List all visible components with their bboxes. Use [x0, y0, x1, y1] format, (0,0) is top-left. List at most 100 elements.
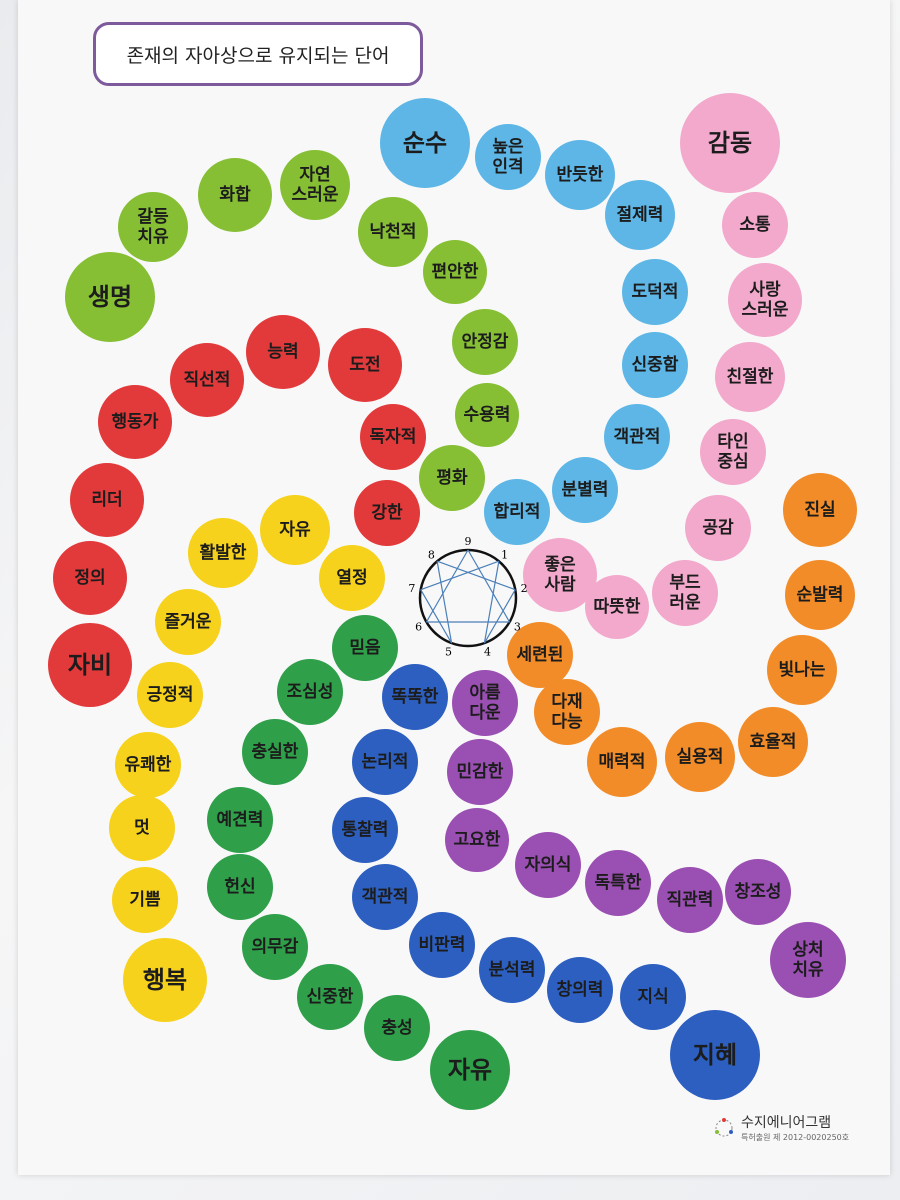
word-circle: 직선적 — [170, 343, 244, 417]
word-circle: 자비 — [48, 623, 132, 707]
word-circle: 분석력 — [479, 937, 545, 1003]
word-circle: 열정 — [319, 545, 385, 611]
enneagram-line — [436, 561, 453, 644]
word-circle: 소통 — [722, 192, 788, 258]
word-circle: 객관적 — [604, 404, 670, 470]
word-circle: 헌신 — [207, 854, 273, 920]
word-circle: 신중한 — [297, 964, 363, 1030]
word-circle: 감동 — [680, 93, 780, 193]
word-circle: 의무감 — [242, 914, 308, 980]
word-circle: 통찰력 — [332, 797, 398, 863]
enneagram-line — [483, 561, 500, 644]
word-circle: 능력 — [246, 315, 320, 389]
patent-number: 특허출원 제 2012-0020250호 — [741, 1133, 850, 1142]
word-circle: 갈등 치유 — [118, 192, 188, 262]
word-circle: 순발력 — [785, 560, 855, 630]
word-circle: 합리적 — [484, 479, 550, 545]
word-circle: 순수 — [380, 98, 470, 188]
word-circle: 친절한 — [715, 342, 785, 412]
word-circle: 지혜 — [670, 1010, 760, 1100]
enneagram-number: 6 — [415, 621, 422, 634]
footer-logo: 수지에니어그램 특허출원 제 2012-0020250호 — [713, 1112, 849, 1143]
word-circle: 좋은 사람 — [523, 538, 597, 612]
enneagram-line — [483, 589, 516, 644]
brand-name: 수지에니어그램 — [741, 1115, 832, 1131]
word-circle: 독자적 — [360, 404, 426, 470]
word-circle: 멋 — [109, 795, 175, 861]
word-circle: 비판력 — [409, 912, 475, 978]
word-circle: 지식 — [620, 964, 686, 1030]
word-circle: 독특한 — [585, 850, 651, 916]
word-circle: 기쁨 — [112, 867, 178, 933]
enneagram-circle — [418, 548, 518, 648]
enneagram-line — [425, 549, 469, 623]
word-circle: 높은 인격 — [475, 124, 541, 190]
word-circle: 믿음 — [332, 615, 398, 681]
word-circle: 충실한 — [242, 719, 308, 785]
word-circle: 도전 — [328, 328, 402, 402]
word-circle: 평화 — [419, 445, 485, 511]
word-circle: 세련된 — [507, 622, 573, 688]
enneagram-number: 2 — [521, 582, 528, 595]
word-circle: 자유 — [260, 495, 330, 565]
word-circle: 절제력 — [605, 180, 675, 250]
word-circle: 부드 러운 — [652, 560, 718, 626]
enneagram-symbol: 9 1 2 3 4 5 6 7 8 — [408, 535, 528, 659]
word-circle: 낙천적 — [358, 197, 428, 267]
enneagram-number: 5 — [445, 646, 452, 659]
word-circle: 화합 — [198, 158, 272, 232]
word-circle: 도덕적 — [622, 259, 688, 325]
word-circle: 생명 — [65, 252, 155, 342]
word-circle: 타인 중심 — [700, 419, 766, 485]
word-circle: 창의력 — [547, 957, 613, 1023]
word-circle: 효율적 — [738, 707, 808, 777]
word-circle: 분별력 — [552, 457, 618, 523]
word-circle: 객관적 — [352, 864, 418, 930]
word-circle: 행복 — [123, 938, 207, 1022]
enneagram-line — [436, 560, 516, 591]
word-circle: 똑똑한 — [382, 664, 448, 730]
word-circle: 자연 스러운 — [280, 150, 350, 220]
word-circle: 편안한 — [423, 240, 487, 304]
word-circle: 사랑 스러운 — [728, 263, 802, 337]
word-circle: 리더 — [70, 463, 144, 537]
word-circle: 자유 — [430, 1030, 510, 1110]
word-circle: 행동가 — [98, 385, 172, 459]
enneagram-number: 7 — [408, 582, 415, 595]
word-circle: 공감 — [685, 495, 751, 561]
word-circle: 반듯한 — [545, 140, 615, 210]
word-circle: 논리적 — [352, 729, 418, 795]
word-circle: 상처 치유 — [770, 922, 846, 998]
enneagram-number: 1 — [501, 548, 508, 561]
word-circle: 안정감 — [452, 309, 518, 375]
enneagram-number: 3 — [514, 621, 521, 634]
enneagram-logo-icon — [715, 1117, 733, 1136]
word-circle: 활발한 — [188, 518, 258, 588]
word-circle: 창조성 — [725, 859, 791, 925]
enneagram-line — [467, 549, 511, 623]
enneagram-line — [420, 589, 453, 644]
word-circle: 자의식 — [515, 832, 581, 898]
word-circle: 매력적 — [587, 727, 657, 797]
enneagram-number: 9 — [465, 535, 472, 548]
word-circle: 강한 — [354, 480, 420, 546]
word-circle: 고요한 — [445, 808, 509, 872]
word-circle: 긍정적 — [137, 662, 203, 728]
word-circle: 즐거운 — [155, 589, 221, 655]
enneagram-number: 4 — [484, 646, 491, 659]
word-circle: 신중함 — [622, 332, 688, 398]
word-circle: 빛나는 — [767, 635, 837, 705]
word-circle: 충성 — [364, 995, 430, 1061]
word-circle: 직관력 — [657, 867, 723, 933]
word-circle: 아름 다운 — [452, 670, 518, 736]
word-circle: 민감한 — [447, 739, 513, 805]
word-circle: 실용적 — [665, 722, 735, 792]
word-circle: 정의 — [53, 541, 127, 615]
enneagram-number: 8 — [428, 548, 435, 561]
word-circle: 예견력 — [207, 787, 273, 853]
poster-title: 존재의 자아상으로 유지되는 단어 — [93, 22, 423, 86]
word-circle: 수용력 — [455, 383, 519, 447]
word-circle: 조심성 — [277, 659, 343, 725]
word-circle: 따뜻한 — [585, 575, 649, 639]
word-circle: 다재 다능 — [534, 679, 600, 745]
